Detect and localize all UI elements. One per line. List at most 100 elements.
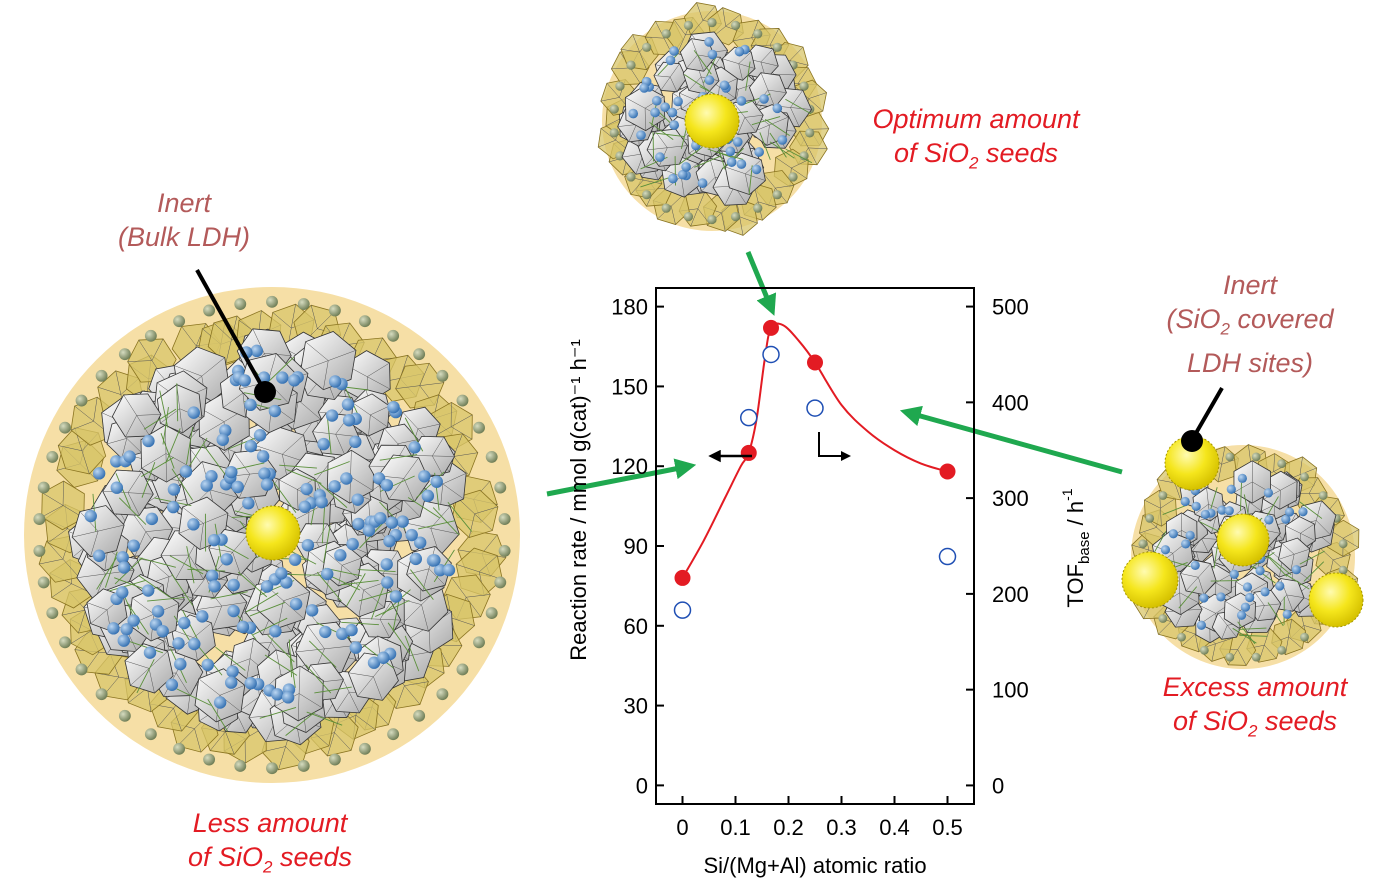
interlayer-sphere <box>805 128 815 138</box>
layer-line <box>249 602 286 617</box>
hydroxide-sphere <box>1226 484 1236 494</box>
hydroxide-sphere <box>242 497 255 510</box>
hydroxide-sphere <box>213 696 227 709</box>
layer-line <box>655 132 685 137</box>
interlayer-sphere <box>683 211 694 222</box>
hydroxide-sphere <box>667 107 678 118</box>
interlayer-sphere <box>615 81 625 91</box>
hydroxide-sphere <box>227 604 240 618</box>
less-sio2-particle <box>24 287 520 783</box>
interlayer-sphere <box>494 481 507 494</box>
hydroxide-sphere <box>188 637 201 651</box>
layer-line <box>207 698 229 732</box>
hydroxide-sphere <box>1190 560 1200 571</box>
hydroxide-sphere <box>117 634 131 647</box>
layer-line <box>308 640 337 668</box>
interlayer-sphere <box>118 709 131 722</box>
tof-point <box>938 547 957 566</box>
excess-amount-label: Excess amount of SiO2 seeds <box>1120 670 1390 748</box>
layer-line <box>640 177 669 188</box>
reaction-rate-point <box>939 463 956 480</box>
hydroxide-sphere <box>141 584 155 597</box>
interlayer-sphere <box>707 17 717 28</box>
hydroxide-sphere <box>655 152 665 162</box>
hydroxide-sphere <box>1245 592 1255 603</box>
y2-axis-label: TOFbase / h-1 <box>1059 488 1093 607</box>
layer-line <box>171 573 194 606</box>
layer-line <box>186 426 194 465</box>
interlayer-sphere <box>626 172 636 182</box>
layer-line <box>285 711 316 736</box>
interlayer-sphere <box>46 607 59 620</box>
hydroxide-sphere <box>777 135 788 145</box>
layer-line <box>769 132 787 158</box>
y2-tick-label: 100 <box>992 678 1029 703</box>
interlayer-sphere <box>358 315 371 328</box>
hydroxide-sphere <box>668 173 678 184</box>
hydroxide-sphere <box>334 549 347 562</box>
layer-line <box>306 711 343 726</box>
interlayer-sphere <box>485 607 498 620</box>
layer-line <box>759 132 771 160</box>
hydroxide-sphere <box>726 157 737 167</box>
layer-line <box>1267 555 1288 577</box>
layer-line <box>1267 602 1284 627</box>
hydroxide-sphere <box>349 641 363 654</box>
x-tick-label: 0.5 <box>932 815 963 840</box>
hydroxide-sphere <box>1199 593 1209 603</box>
y-tick-label: 90 <box>624 534 648 559</box>
layer-line <box>1299 550 1325 565</box>
hydroxide-sphere <box>227 578 240 592</box>
layer-line <box>147 596 185 602</box>
hydroxide-sphere <box>650 107 660 118</box>
interlayer-sphere <box>473 636 485 649</box>
octahedral-unit <box>124 643 174 694</box>
interlayer-sphere <box>1225 452 1235 462</box>
layer-line <box>370 583 385 620</box>
hydroxide-sphere <box>340 472 353 485</box>
octahedral-unit <box>653 61 687 93</box>
layer-line <box>707 148 736 160</box>
inert-bulk-pointer-line <box>195 269 266 391</box>
hydroxide-sphere <box>1229 569 1239 579</box>
interlayer-sphere <box>37 481 50 494</box>
y2-axis-label-unit: / h <box>1063 501 1088 532</box>
inert-sio2-label-line3: LDH sites) <box>1186 348 1314 379</box>
hydroxide-sphere <box>669 46 679 56</box>
hydroxide-sphere <box>341 398 355 411</box>
hydroxide-sphere <box>225 465 238 479</box>
interlayer-sphere <box>1177 632 1186 642</box>
hydroxide-sphere <box>200 479 213 492</box>
interlayer-sphere <box>413 348 426 361</box>
layer-line <box>1162 503 1189 515</box>
hydroxide-sphere <box>271 688 284 701</box>
hydroxide-sphere <box>396 515 409 528</box>
hydroxide-sphere <box>253 429 267 442</box>
optimum-label-line2-pre: of SiO <box>893 138 969 168</box>
interlayer-sphere <box>1338 565 1348 575</box>
hydroxide-sphere <box>244 398 257 412</box>
optimum-label-line2-sub: 2 <box>969 153 979 173</box>
layer-line <box>404 635 420 672</box>
hydroxide-sphere <box>165 678 179 691</box>
hydroxide-sphere <box>238 374 251 387</box>
layer-line <box>684 74 710 92</box>
hydroxide-sphere <box>216 433 229 447</box>
interlayer-sphere <box>730 20 741 31</box>
y-axis-label: Reaction rate / mmol g(cat)⁻¹ h⁻¹ <box>566 339 591 661</box>
interlayer-sphere <box>1277 459 1287 469</box>
layer-line <box>1240 482 1242 511</box>
hydroxide-sphere <box>1168 529 1178 539</box>
tetrahedral-unit <box>450 489 499 538</box>
less-amount-label: Less amount of SiO2 seeds <box>140 806 400 884</box>
interlayer-sphere <box>707 214 717 225</box>
hydroxide-sphere <box>244 439 258 453</box>
tof-point <box>673 601 692 619</box>
hydroxide-sphere <box>754 147 765 157</box>
hydroxide-sphere <box>300 482 313 496</box>
layer-line <box>694 155 722 168</box>
hydroxide-sphere <box>707 49 718 60</box>
hydroxide-sphere <box>349 435 362 449</box>
layer-line <box>678 146 703 166</box>
hydroxide-sphere <box>1260 587 1270 597</box>
